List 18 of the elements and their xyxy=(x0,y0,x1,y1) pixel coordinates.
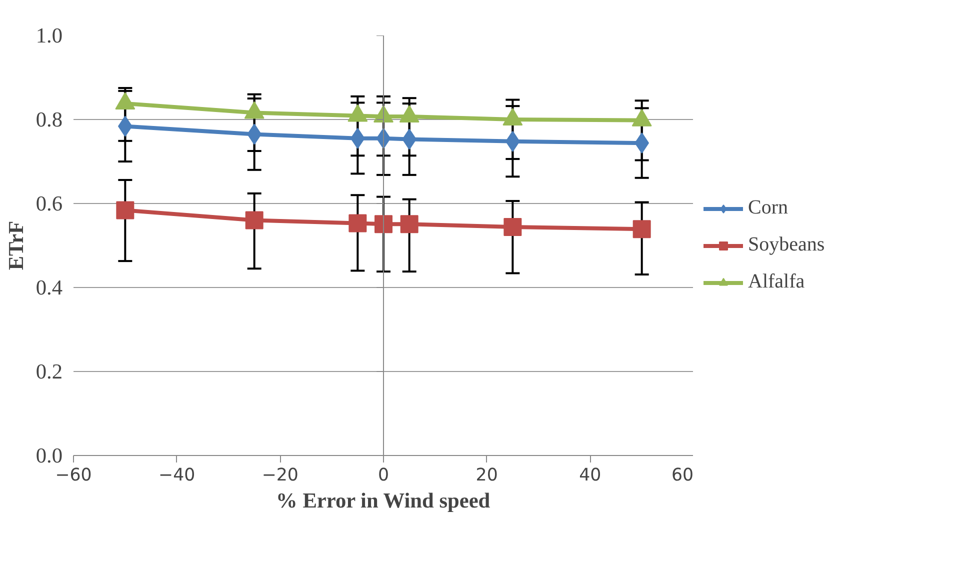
x-tick-label: −20 xyxy=(262,466,298,486)
x-tick-label: 60 xyxy=(671,466,694,486)
x-tick-label: −40 xyxy=(158,466,196,486)
y-axis-title: ETrF xyxy=(4,220,28,270)
x-tick-label: 20 xyxy=(476,466,498,486)
x-tick-label: 0 xyxy=(378,466,390,486)
x-tick-label: 40 xyxy=(579,466,602,486)
legend-label: Alfalfa xyxy=(748,270,805,294)
legend-label: Soybeans xyxy=(748,234,825,256)
legend-label: Corn xyxy=(748,196,788,220)
x-tick-label: −60 xyxy=(55,466,92,486)
y-tick-label: 0.6 xyxy=(36,192,63,216)
y-tick-label: 1.0 xyxy=(36,24,63,48)
y-tick-label: 0.0 xyxy=(36,444,63,468)
y-tick-label: 0.8 xyxy=(36,108,63,132)
y-tick-label: 0.2 xyxy=(36,360,63,384)
x-axis-title: % Error in Wind speed xyxy=(276,488,490,512)
y-tick-label: 0.4 xyxy=(36,276,63,300)
